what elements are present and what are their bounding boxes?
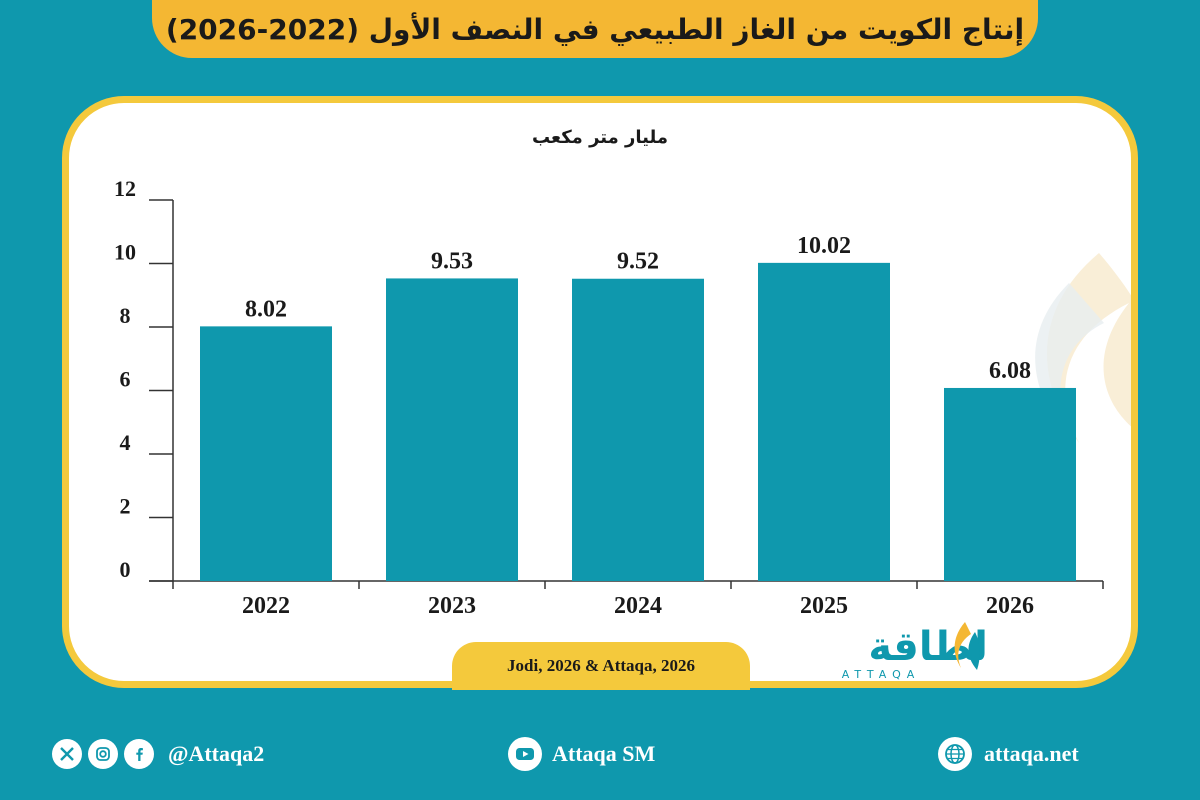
value-label-2023: 9.53: [431, 248, 473, 274]
y-tick-label: 2: [120, 494, 131, 519]
x-icon[interactable]: [52, 739, 82, 769]
website-link[interactable]: attaqa.net: [984, 741, 1079, 766]
svg-text:ATTAQA: ATTAQA: [842, 668, 921, 681]
footer-website: attaqa.net: [938, 733, 1079, 775]
y-tick-label: 8: [120, 303, 131, 328]
bar-2025: [758, 262, 890, 581]
category-label-2026: 2026: [986, 593, 1034, 619]
y-tick-label: 12: [114, 176, 136, 201]
bar-2024: [572, 278, 704, 581]
chart-card: مليار متر مكعب 0 2 4 6 8 10 12 8.02 2022 9.53 2023 9…: [62, 96, 1138, 688]
globe-icon[interactable]: [938, 737, 972, 771]
value-label-2025: 10.02: [797, 233, 851, 259]
category-label-2023: 2023: [428, 593, 476, 619]
bar-2023: [386, 278, 518, 581]
facebook-icon[interactable]: [124, 739, 154, 769]
youtube-icon[interactable]: [508, 737, 542, 771]
y-tick-label: 0: [120, 557, 131, 582]
y-tick-label: 10: [114, 240, 136, 265]
y-tick-label: 6: [120, 367, 131, 392]
attaqa-logo: الطاقة ATTAQA: [842, 622, 990, 681]
category-label-2025: 2025: [800, 593, 848, 619]
value-label-2026: 6.08: [989, 358, 1031, 384]
value-label-2022: 8.02: [245, 296, 287, 322]
bar-chart: مليار متر مكعب 0 2 4 6 8 10 12 8.02 2022 9.53 2023 9…: [114, 127, 1104, 619]
category-label-2022: 2022: [242, 593, 290, 619]
value-label-2024: 9.52: [617, 249, 659, 275]
source-text: Jodi, 2026 & Attaqa, 2026: [507, 656, 695, 675]
title-banner: إنتاج الكويت من الغاز الطبيعي في النصف ا…: [152, 0, 1038, 58]
unit-label: مليار متر مكعب: [532, 127, 668, 148]
chart-title: إنتاج الكويت من الغاز الطبيعي في النصف ا…: [165, 12, 1025, 46]
bar-2026: [944, 387, 1076, 581]
instagram-icon[interactable]: [88, 739, 118, 769]
footer-social: @Attaqa2: [52, 733, 264, 775]
y-tick-label: 4: [120, 430, 131, 455]
social-handle[interactable]: @Attaqa2: [168, 741, 265, 766]
category-label-2024: 2024: [614, 593, 662, 619]
footer-youtube: Attaqa SM: [508, 733, 655, 775]
source-pill: Jodi, 2026 & Attaqa, 2026: [452, 642, 750, 690]
youtube-channel[interactable]: Attaqa SM: [552, 741, 656, 766]
bar-2022: [200, 326, 332, 581]
